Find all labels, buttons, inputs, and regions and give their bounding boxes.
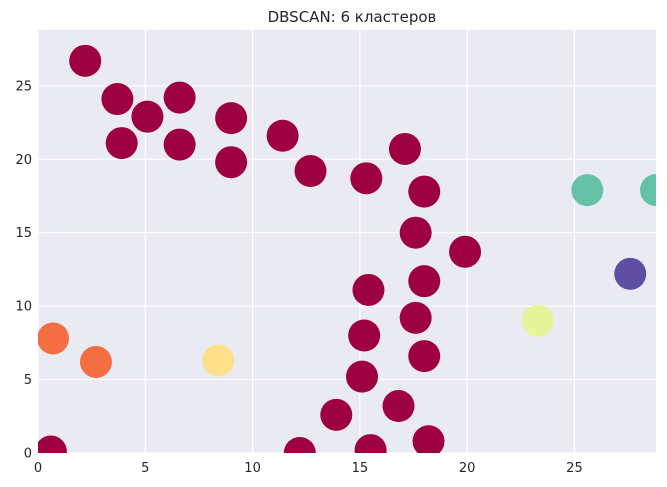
scatter-point (408, 340, 441, 373)
points-layer (38, 44, 656, 453)
scatter-point (69, 44, 102, 77)
scatter-point (354, 434, 387, 453)
plot-area-background (38, 30, 656, 453)
scatter-point (283, 437, 316, 453)
x-tick-label: 25 (566, 461, 583, 476)
cluster-series (521, 304, 554, 337)
scatter-point (571, 174, 604, 207)
scatter-point (215, 102, 248, 135)
x-tick-label: 10 (244, 461, 261, 476)
y-tick-label: 0 (24, 447, 32, 462)
scatter-point (215, 146, 248, 179)
scatter-point (399, 301, 432, 334)
scatter-point (614, 257, 647, 290)
y-tick-label: 10 (15, 300, 32, 315)
scatter-point (163, 81, 196, 114)
scatter-point (266, 119, 299, 152)
scatter-point (350, 162, 383, 195)
scatter-point (408, 175, 441, 208)
tick-labels-layer: 0 5 10 15 20 25 0 5 10 15 20 25 (15, 79, 582, 476)
cluster-series (38, 322, 112, 378)
scatter-point (202, 344, 235, 377)
scatter-point (521, 304, 554, 337)
scatter-point (412, 425, 445, 453)
cluster-series (38, 44, 482, 453)
plot-background-layer (38, 30, 656, 453)
cluster-series (614, 257, 647, 290)
scatter-point (131, 100, 164, 133)
scatter-point (352, 273, 385, 306)
scatter-point (449, 235, 482, 268)
scatter-point (399, 216, 432, 249)
x-tick-label: 20 (459, 461, 476, 476)
scatter-point (640, 174, 656, 207)
scatter-point (320, 398, 353, 431)
cluster-series (202, 344, 235, 377)
y-tick-label: 5 (24, 373, 32, 388)
grid-layer (37, 30, 656, 454)
scatter-point (346, 360, 379, 393)
scatter-point (79, 345, 112, 378)
scatter-point (163, 128, 196, 161)
y-tick-label: 20 (15, 153, 32, 168)
scatter-point (105, 127, 138, 160)
cluster-series (571, 174, 656, 207)
scatter-point (408, 265, 441, 298)
scatter-point (388, 132, 421, 165)
y-tick-label: 25 (15, 79, 32, 94)
x-tick-label: 0 (34, 461, 42, 476)
x-tick-label: 15 (352, 461, 369, 476)
scatter-point (294, 155, 327, 187)
x-tick-label: 5 (141, 461, 149, 476)
chart-title: DBSCAN: 6 кластеров (268, 8, 437, 26)
y-tick-label: 15 (15, 226, 32, 241)
scatter-point (38, 435, 67, 453)
scatter-point (348, 319, 381, 352)
scatter-point (382, 390, 415, 422)
scatter-point (38, 322, 70, 355)
scatter-point (101, 83, 134, 116)
